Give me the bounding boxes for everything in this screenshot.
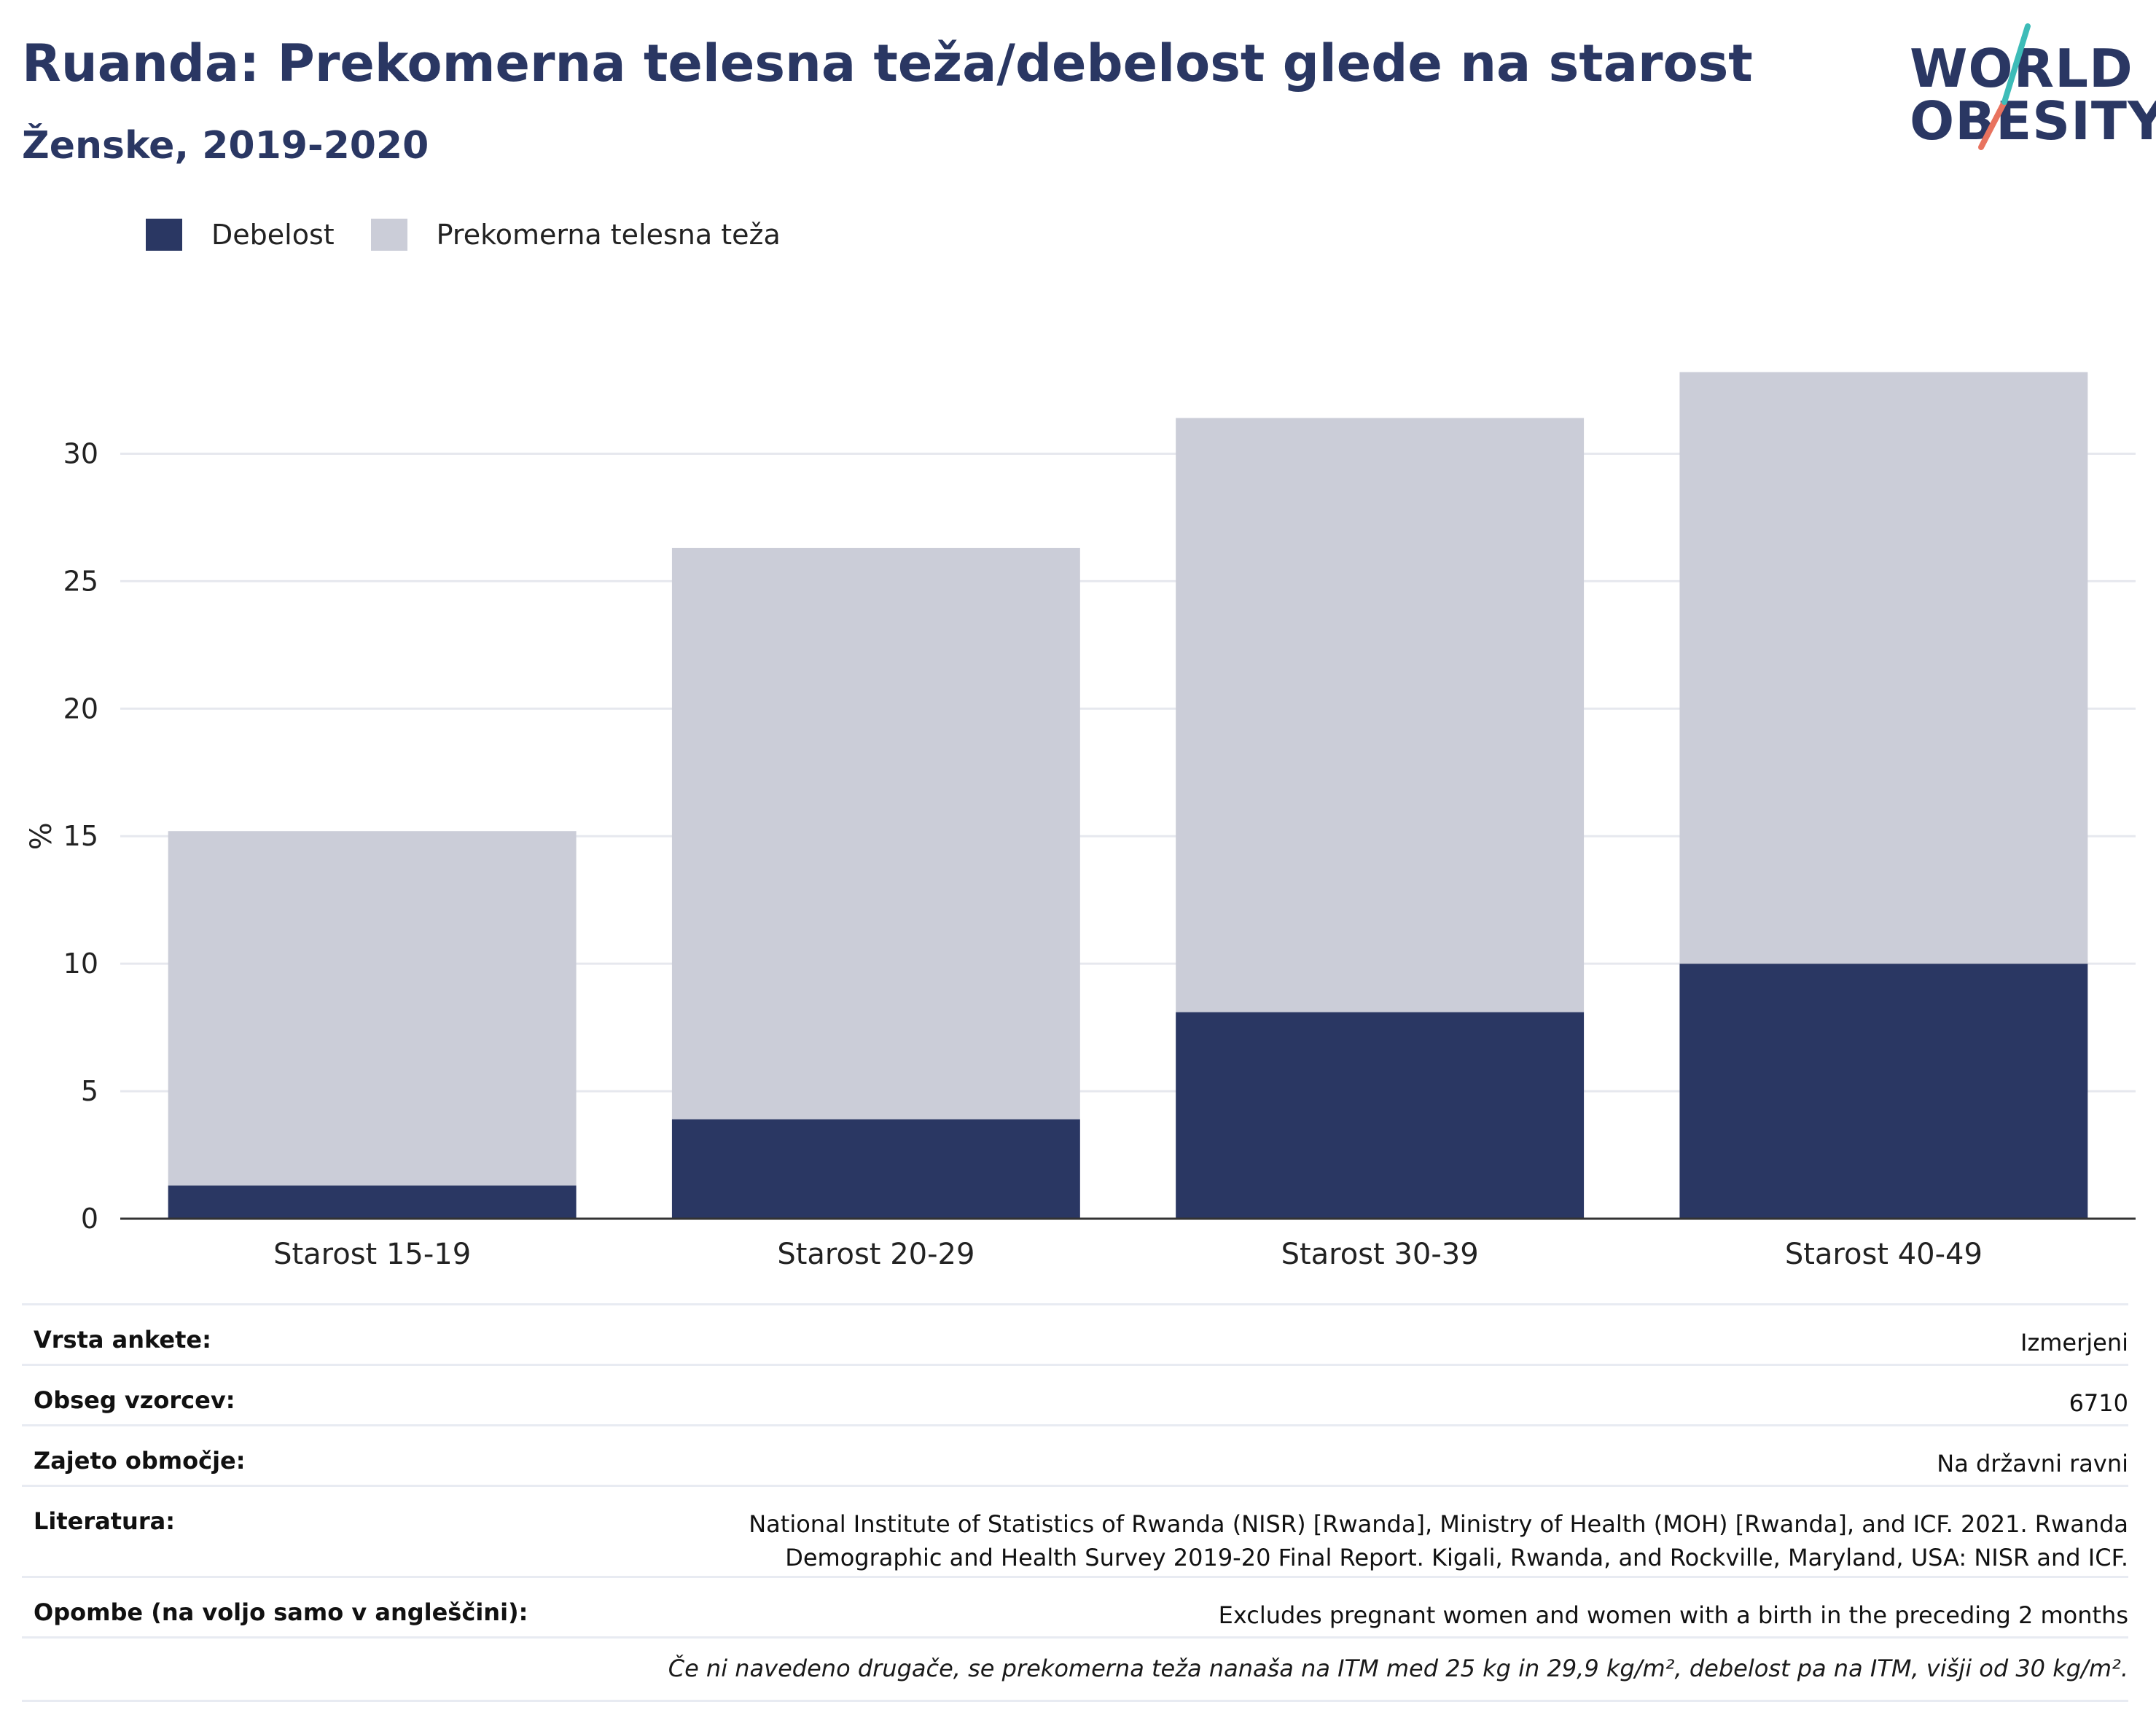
y-tick-label: 20	[63, 692, 98, 725]
logo-slash-icon	[1978, 23, 2031, 150]
info-label-literature: Literatura:	[34, 1507, 175, 1535]
info-row-survey-type: Vrsta ankete: Izmerjeni	[22, 1303, 2128, 1364]
info-label-area-covered: Zajeto območje:	[34, 1447, 246, 1475]
x-tick-label: Starost 40-49	[1785, 1238, 1983, 1271]
bar-obesity	[671, 1119, 1080, 1219]
info-value-survey-type: Izmerjeni	[2020, 1329, 2128, 1356]
legend-item-overweight: Prekomerna telesna teža	[370, 219, 781, 251]
info-value-sample-size: 6710	[2069, 1389, 2128, 1417]
chart-legend: Debelost Prekomerna telesna teža	[146, 219, 817, 251]
legend-swatch-obesity	[146, 219, 182, 251]
x-tick-label: Starost 20-29	[777, 1238, 975, 1271]
bar-chart: 0 5 10 15 20 25 30% Starost 15-19 Starost 20-29 S…	[25, 372, 2136, 1271]
legend-label-obesity: Debelost	[211, 219, 335, 251]
survey-info-table: Vrsta ankete: Izmerjeni Obseg vzorcev: 6…	[22, 1303, 2128, 1702]
chart-subtitle: Ženske, 2019-2020	[22, 124, 429, 168]
bar-overweight	[1176, 418, 1585, 1012]
legend-label-overweight: Prekomerna telesna teža	[436, 219, 781, 251]
y-tick-label: 10	[63, 948, 98, 980]
y-tick-label: 15	[63, 820, 98, 852]
info-value-notes: Excludes pregnant women and women with a…	[1218, 1601, 2128, 1629]
info-label-survey-type: Vrsta ankete:	[34, 1326, 211, 1354]
info-label-notes: Opombe (na voljo samo v angleščini):	[34, 1598, 528, 1626]
bar-obesity	[1176, 1012, 1585, 1219]
definition-footnote: Če ni navedeno drugače, se prekomerna te…	[22, 1636, 2128, 1702]
legend-item-obesity: Debelost	[146, 219, 335, 251]
chart-title: Ruanda: Prekomerna telesna teža/debelost…	[22, 34, 1753, 93]
bar-overweight	[671, 547, 1080, 1120]
y-axis-label: %	[25, 822, 58, 850]
y-tick-label: 5	[81, 1075, 98, 1107]
info-row-notes: Opombe (na voljo samo v angleščini): Exc…	[22, 1576, 2128, 1636]
info-label-sample-size: Obseg vzorcev:	[34, 1386, 235, 1414]
y-tick-label: 25	[63, 565, 98, 597]
info-row-sample-size: Obseg vzorcev: 6710	[22, 1364, 2128, 1424]
bar-overweight	[168, 831, 577, 1186]
x-tick-label: Starost 30-39	[1281, 1238, 1479, 1271]
bar-obesity	[1679, 964, 2088, 1219]
legend-swatch-overweight	[370, 219, 407, 251]
bar-overweight	[1679, 372, 2088, 964]
x-tick-label: Starost 15-19	[273, 1238, 471, 1271]
y-tick-label: 0	[81, 1203, 98, 1235]
info-row-area-covered: Zajeto območje: Na državni ravni	[22, 1424, 2128, 1485]
info-row-literature: Literatura: National Institute of Statis…	[22, 1485, 2128, 1576]
world-obesity-logo: WORLD OBESITY	[1895, 22, 2156, 153]
info-value-literature: National Institute of Statistics of Rwan…	[749, 1510, 2128, 1572]
logo-line-2: OBESITY	[1910, 90, 2156, 152]
info-value-area-covered: Na državni ravni	[1937, 1450, 2128, 1477]
y-tick-label: 30	[63, 437, 98, 469]
bar-obesity	[168, 1185, 577, 1219]
